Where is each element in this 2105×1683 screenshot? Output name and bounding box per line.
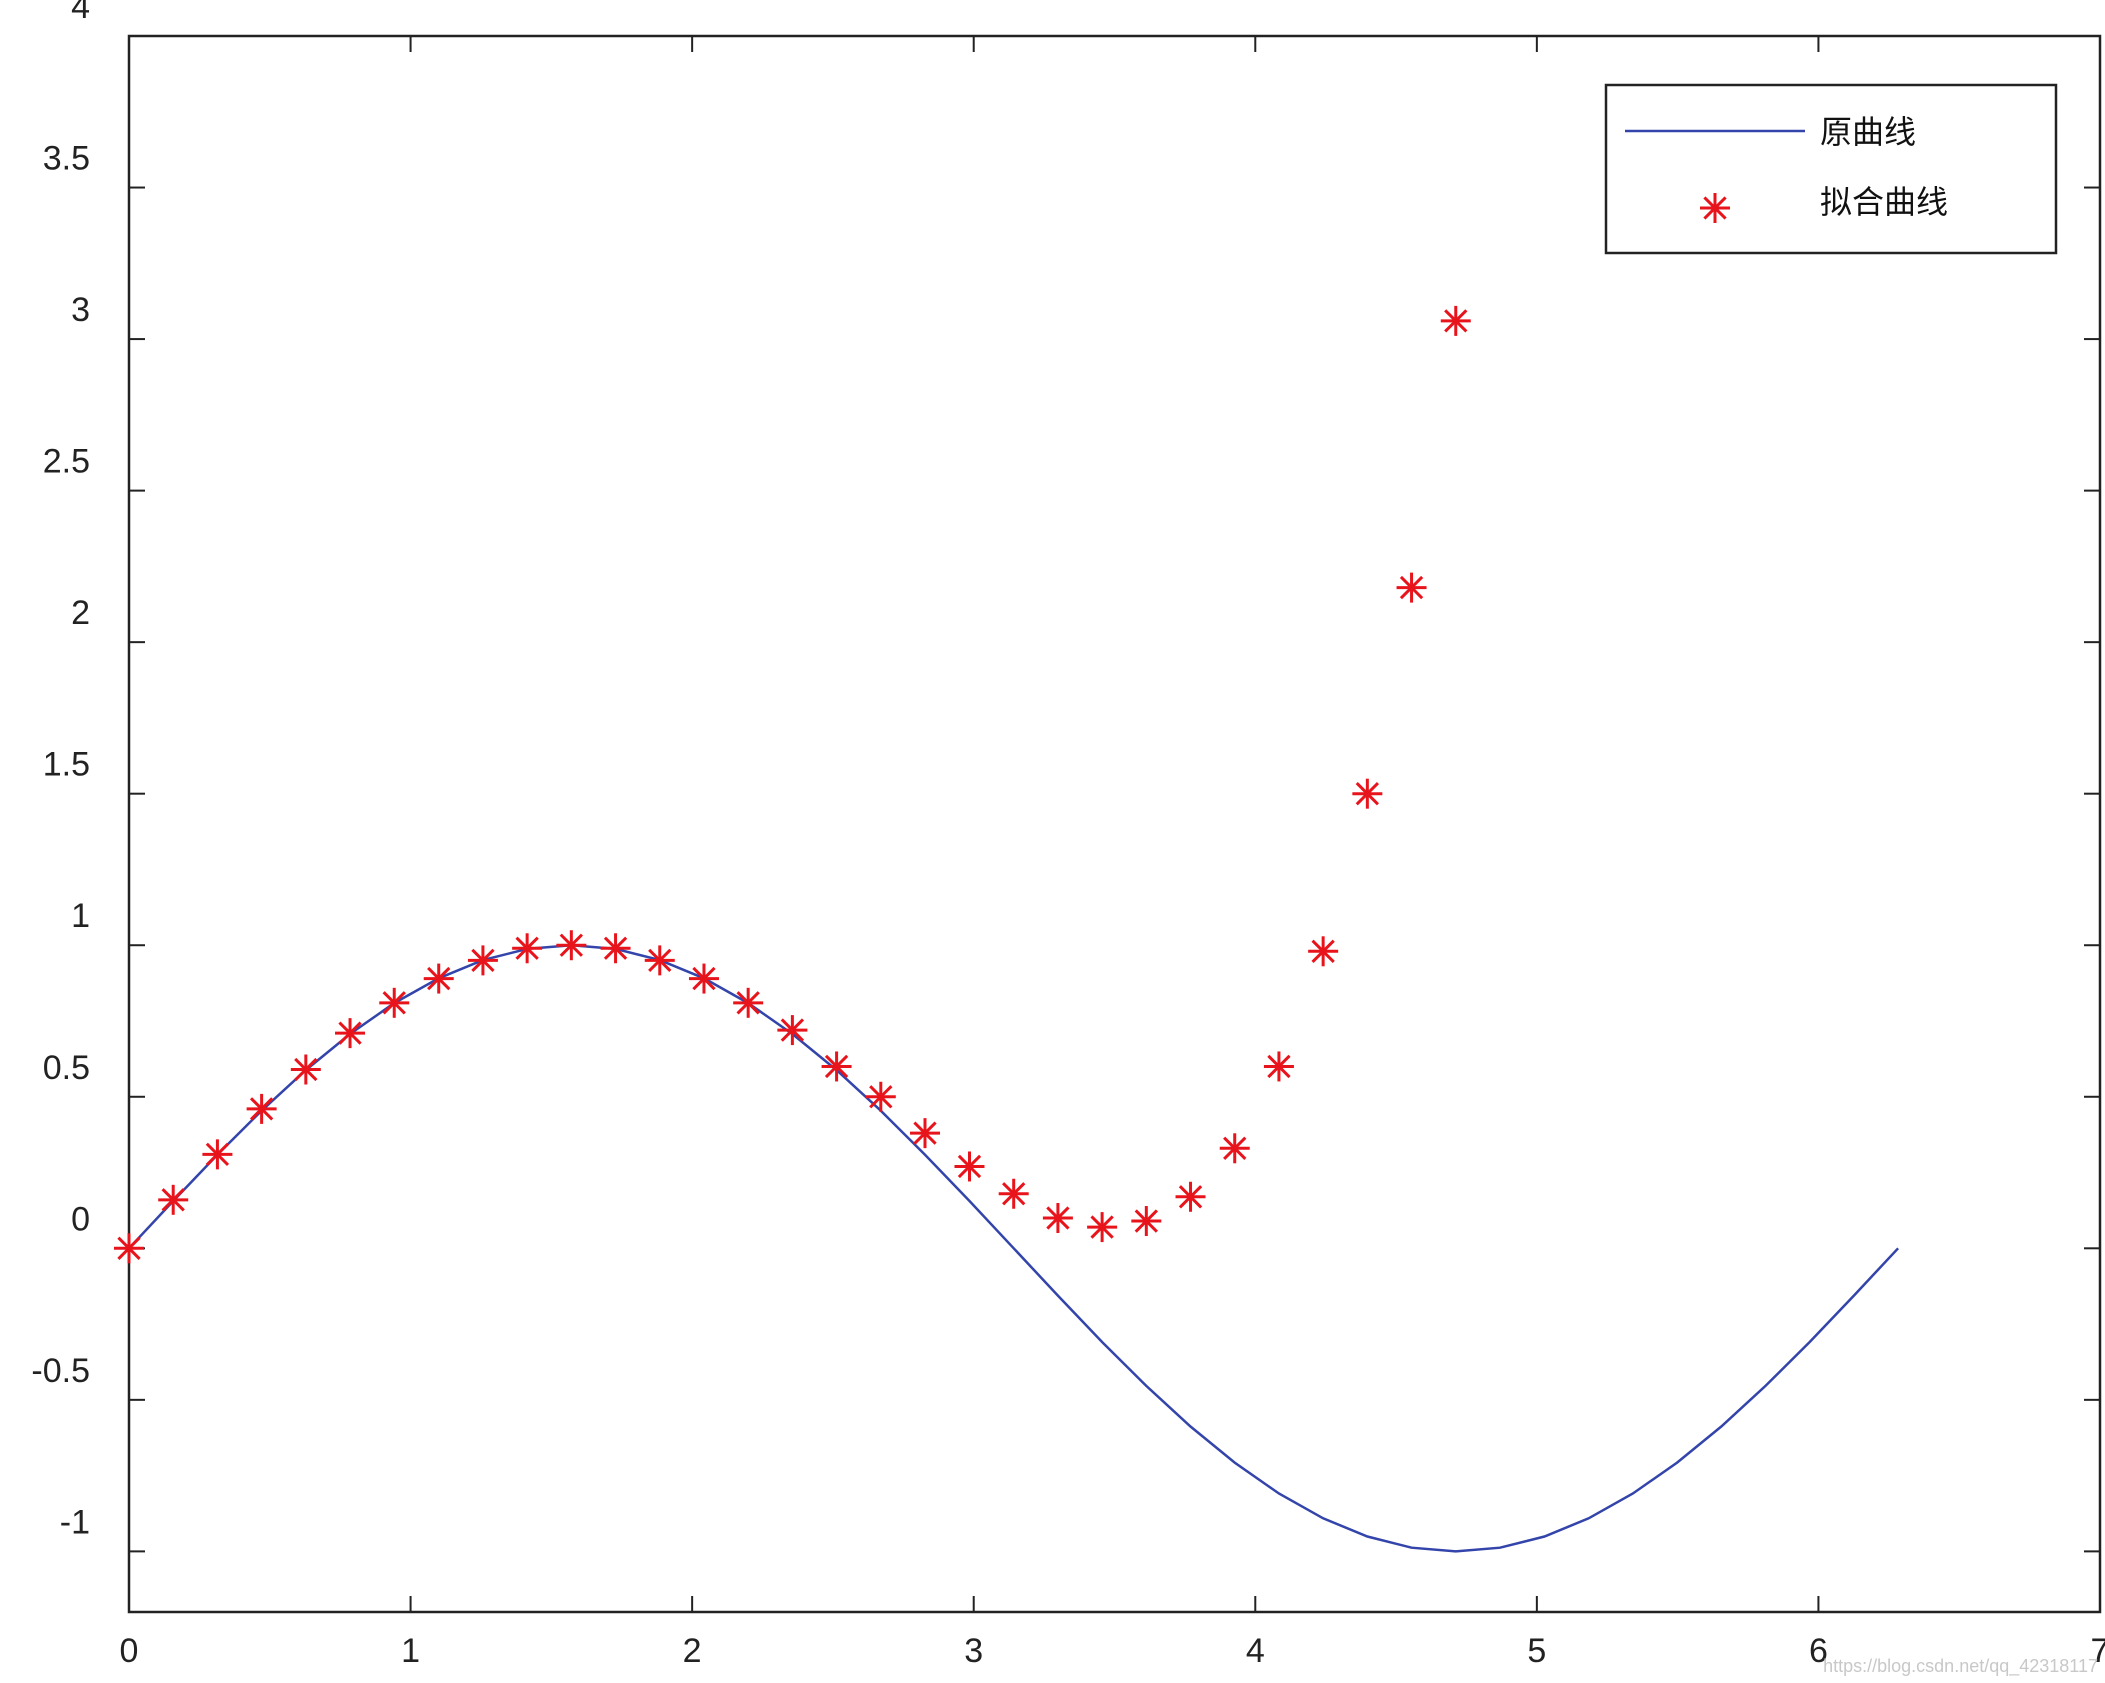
y-tick-label: 3 bbox=[71, 291, 90, 329]
series-marker-fit bbox=[512, 933, 543, 964]
x-tick-label: 5 bbox=[1527, 1632, 1546, 1670]
series-marker-fit bbox=[290, 1054, 321, 1085]
series-marker-fit bbox=[1308, 936, 1339, 967]
axes-frame bbox=[127, 34, 2102, 1614]
series-marker-fit bbox=[202, 1139, 233, 1170]
series-marker-fit bbox=[556, 930, 587, 961]
series-marker-fit bbox=[910, 1118, 941, 1149]
series-marker-fit bbox=[998, 1178, 1029, 1209]
x-tick-label: 2 bbox=[683, 1632, 702, 1670]
legend-marker-swatch bbox=[1700, 193, 1730, 223]
y-tick-label: 4 bbox=[71, 0, 90, 26]
series-marker-fit bbox=[865, 1081, 896, 1112]
y-tick-label: -0.5 bbox=[31, 1352, 90, 1390]
y-tick-label: 2.5 bbox=[43, 443, 90, 481]
legend-label-fit: 拟合曲线 bbox=[1820, 183, 1948, 221]
series-marker-fit bbox=[1131, 1206, 1162, 1237]
series-marker-fit bbox=[1440, 305, 1471, 336]
series-marker-fit bbox=[1263, 1051, 1294, 1082]
y-tick-label: 3.5 bbox=[43, 140, 90, 178]
watermark: https://blog.csdn.net/qq_42318117 bbox=[1823, 1656, 2098, 1677]
series-marker-fit bbox=[600, 933, 631, 964]
series-marker-fit bbox=[1352, 778, 1383, 809]
series-marker-fit bbox=[379, 987, 410, 1018]
x-tick-label: 1 bbox=[401, 1632, 420, 1670]
series-marker-fit bbox=[644, 945, 675, 976]
x-tick-label: 0 bbox=[120, 1632, 139, 1670]
series-marker-fit bbox=[1042, 1203, 1073, 1233]
series-marker-fit bbox=[1396, 572, 1427, 603]
series-line-original bbox=[128, 943, 1900, 1553]
y-tick-label: 0.5 bbox=[43, 1049, 90, 1087]
legend-label-original: 原曲线 bbox=[1820, 113, 1916, 151]
y-tick-label: 1 bbox=[71, 897, 90, 935]
legend-box bbox=[1604, 83, 2058, 255]
y-tick-label: 1.5 bbox=[43, 746, 90, 784]
legend: 原曲线 拟合曲线 bbox=[1604, 83, 2058, 255]
series-marker-fit bbox=[688, 963, 719, 994]
series-marker-fit bbox=[467, 945, 498, 976]
x-tick-label: 7 bbox=[2091, 1632, 2105, 1670]
y-tick-label: 0 bbox=[71, 1200, 90, 1238]
series-marker-fit bbox=[1219, 1133, 1250, 1164]
series-marker-fit bbox=[954, 1151, 985, 1182]
x-tick-label: 4 bbox=[1246, 1632, 1265, 1670]
series-marker-fit bbox=[423, 963, 454, 994]
x-tick-label: 6 bbox=[1809, 1632, 1828, 1670]
plot-area: 0 1 2 3 4 5 6 7 -1 -0.5 0 0.5 1 1.5 2 2.5 3 3.5 4 bbox=[31, 0, 2105, 1670]
series-marker-fit bbox=[1087, 1212, 1118, 1243]
y-tick-label: -1 bbox=[60, 1503, 90, 1541]
series-marker-fit bbox=[114, 1233, 144, 1264]
series-marker-fit bbox=[821, 1051, 852, 1082]
series-marker-fit bbox=[733, 987, 764, 1018]
series-marker-fit bbox=[777, 1015, 808, 1046]
series-marker-fit bbox=[246, 1093, 277, 1124]
series-marker-fit bbox=[1175, 1181, 1206, 1212]
series-marker-fit bbox=[335, 1018, 366, 1049]
legend-asterisk-icon bbox=[1700, 193, 1730, 223]
x-tick-label: 3 bbox=[964, 1632, 983, 1670]
series-marker-fit bbox=[158, 1184, 189, 1215]
y-tick-label: 2 bbox=[71, 594, 90, 632]
